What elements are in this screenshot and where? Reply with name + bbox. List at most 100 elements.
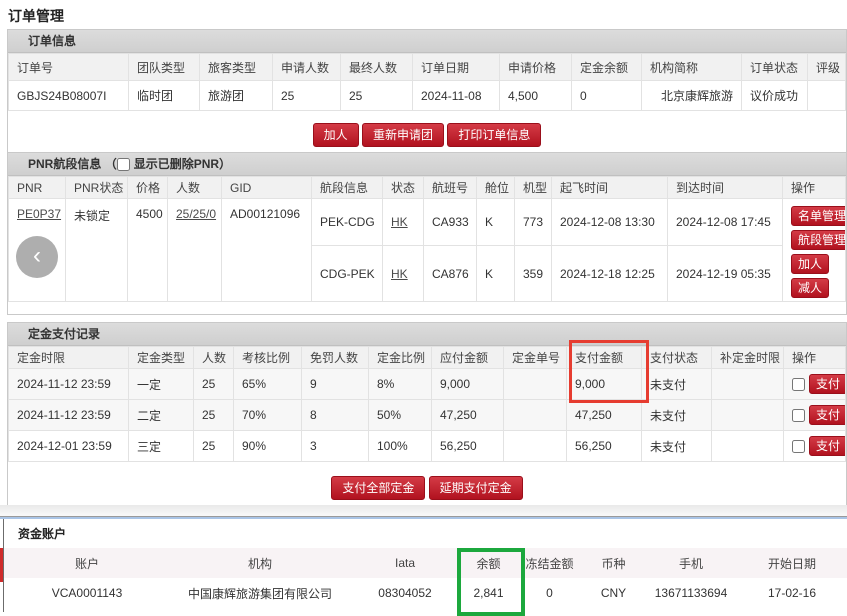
team-type: 临时团 xyxy=(128,80,200,111)
print-order-button[interactable]: 打印订单信息 xyxy=(447,123,542,147)
pay-checkbox[interactable] xyxy=(792,439,805,453)
pay-checkbox[interactable] xyxy=(792,408,805,422)
supplement-deadline xyxy=(711,430,784,462)
segment-status-link[interactable]: HK xyxy=(391,215,408,230)
deposit-order-no xyxy=(503,399,567,431)
reapply-group-button[interactable]: 重新申请团 xyxy=(361,123,444,147)
frozen-amount: 0 xyxy=(546,586,553,600)
col-header-price: 申请价格 xyxy=(499,53,572,81)
order-date: 2024-11-08 xyxy=(412,80,500,111)
deposit-type: 二定 xyxy=(128,399,194,431)
pnr-code-link[interactable]: PE0P37 xyxy=(17,207,62,221)
segment-route: PEK-CDG xyxy=(311,197,383,247)
deposit-ratio: 50% xyxy=(368,399,432,431)
col-header-order-date: 订单日期 xyxy=(412,53,500,81)
col-header-cabin: 舱位 xyxy=(476,176,515,199)
col-header-applied: 申请人数 xyxy=(272,53,341,81)
currency: CNY xyxy=(600,586,627,600)
cabin: K xyxy=(476,245,515,302)
col-header-pnr-status: PNR状态 xyxy=(65,176,128,199)
col-header-agency: 机构简称 xyxy=(641,53,742,81)
fund-account-row: VCA0001143 中国康辉旅游集团有限公司 08304052 2,841 0… xyxy=(4,578,847,608)
col-header-final: 最终人数 xyxy=(340,53,413,81)
arrival-time: 2024-12-19 05:35 xyxy=(667,245,783,302)
applied-count: 25 xyxy=(272,80,341,111)
pnr-panel-spacer xyxy=(8,302,846,314)
pax: 25 xyxy=(193,368,234,400)
deposit-actions-cell: 支付 xyxy=(783,399,846,431)
pay-all-deposit-button[interactable]: 支付全部定金 xyxy=(331,476,426,500)
col-header-segment: 航段信息 xyxy=(311,176,383,199)
show-deleted-pnr-checkbox[interactable] xyxy=(116,158,130,172)
order-info-section-title: 订单信息 xyxy=(8,30,846,53)
deposit-panel: 定金支付记录 定金时限 定金类型 人数 考核比例 免罚人数 定金比例 应付金额 … xyxy=(7,322,847,509)
deposit-actions-cell: 支付 xyxy=(783,430,846,462)
order-info-header-row: 订单号 团队类型 旅客类型 申请人数 最终人数 订单日期 申请价格 定金余额 机… xyxy=(8,53,846,81)
pnr-pax-link[interactable]: 25/25/0 xyxy=(176,207,217,221)
segment-route: CDG-PEK xyxy=(311,245,383,302)
pnr-price: 4500 xyxy=(127,198,168,302)
balance: 2,841 xyxy=(473,586,504,600)
divider-blue-line xyxy=(0,517,847,519)
col-header-phone: 手机 xyxy=(645,548,737,578)
col-header-pay-status: 支付状态 xyxy=(641,346,712,369)
flight-no: CA933 xyxy=(423,197,477,247)
add-person-button[interactable]: 加人 xyxy=(312,123,359,147)
deposit-row: 2024-12-01 23:59 三定 25 90% 3 100% 56,250… xyxy=(8,430,846,462)
exempt-pax: 9 xyxy=(301,368,369,400)
pay-button[interactable]: 支付 xyxy=(809,374,845,394)
deposit-order-no xyxy=(503,430,567,462)
deposit-type: 一定 xyxy=(128,368,194,400)
col-header-seg-status: 状态 xyxy=(382,176,424,199)
start-date: 17-02-16 xyxy=(767,586,817,600)
pay-button[interactable]: 支付 xyxy=(809,436,845,456)
col-header-assess-ratio: 考核比例 xyxy=(233,346,302,369)
order-info-buttons: 加人 重新申请团 打印订单信息 xyxy=(8,111,846,155)
col-header-arrival-time: 到达时间 xyxy=(667,176,783,199)
clipped-red-element xyxy=(0,548,3,582)
col-header-pnr: PNR xyxy=(8,176,66,199)
pnr-actions-cell: 名单管理 航段管理 加人 减人 xyxy=(782,198,846,302)
deposit-order-no xyxy=(503,368,567,400)
pay-button[interactable]: 支付 xyxy=(809,405,845,425)
col-header-flight-no: 航班号 xyxy=(423,176,477,199)
defer-deposit-button[interactable]: 延期支付定金 xyxy=(428,476,523,500)
col-header-gid: GID xyxy=(221,176,312,199)
final-count: 25 xyxy=(340,80,413,111)
pnr-section-title: PNR航段信息 xyxy=(28,157,102,171)
chevron-left-icon: ‹ xyxy=(33,242,41,269)
remove-person-pnr-button[interactable]: 减人 xyxy=(791,278,830,298)
fund-account-table: 账户 机构 Iata 余额 冻结金额 币种 手机 开始日期 VCA0001143… xyxy=(4,548,847,608)
agency-name: 北京康辉旅游 xyxy=(641,80,742,111)
carousel-prev-button[interactable]: ‹ xyxy=(16,236,58,278)
col-header-org: 机构 xyxy=(170,548,350,578)
pnr-section-bar: PNR航段信息 （ 显示已删除PNR） xyxy=(8,153,846,176)
col-header-start-date: 开始日期 xyxy=(737,548,847,578)
add-person-pnr-button[interactable]: 加人 xyxy=(791,254,830,274)
pay-checkbox[interactable] xyxy=(792,377,805,391)
col-header-balance: 余额 xyxy=(460,548,517,578)
deposit-balance: 0 xyxy=(571,80,642,111)
col-header-deposit-balance: 定金余额 xyxy=(571,53,642,81)
deposit-type: 三定 xyxy=(128,430,194,462)
segment-manage-button[interactable]: 航段管理 xyxy=(791,230,845,250)
pay-status: 未支付 xyxy=(641,368,712,400)
col-header-supplement-deadline: 补定金时限 xyxy=(711,346,784,369)
exempt-pax: 8 xyxy=(301,399,369,431)
col-header-payable: 应付金额 xyxy=(431,346,504,369)
col-header-pnr-pax: 人数 xyxy=(167,176,222,199)
col-header-rating: 评级 xyxy=(807,53,846,81)
deposit-header-row: 定金时限 定金类型 人数 考核比例 免罚人数 定金比例 应付金额 定金单号 支付… xyxy=(8,346,846,369)
pax-type: 旅游团 xyxy=(199,80,273,111)
pnr-header-row: PNR PNR状态 价格 人数 GID 航段信息 状态 航班号 舱位 机型 起飞… xyxy=(8,176,846,199)
order-no: GBJS24B08007I xyxy=(8,80,129,111)
assess-ratio: 65% xyxy=(233,368,302,400)
deadline: 2024-12-01 23:59 xyxy=(8,430,129,462)
deposit-actions-cell: 支付 xyxy=(783,368,846,400)
col-header-exempt-pax: 免罚人数 xyxy=(301,346,369,369)
col-header-team-type: 团队类型 xyxy=(128,53,200,81)
segment-status-link[interactable]: HK xyxy=(391,266,408,281)
show-deleted-pnr-label: 显示已删除PNR） xyxy=(133,157,232,171)
rating xyxy=(807,80,846,111)
name-list-manage-button[interactable]: 名单管理 xyxy=(791,206,845,226)
